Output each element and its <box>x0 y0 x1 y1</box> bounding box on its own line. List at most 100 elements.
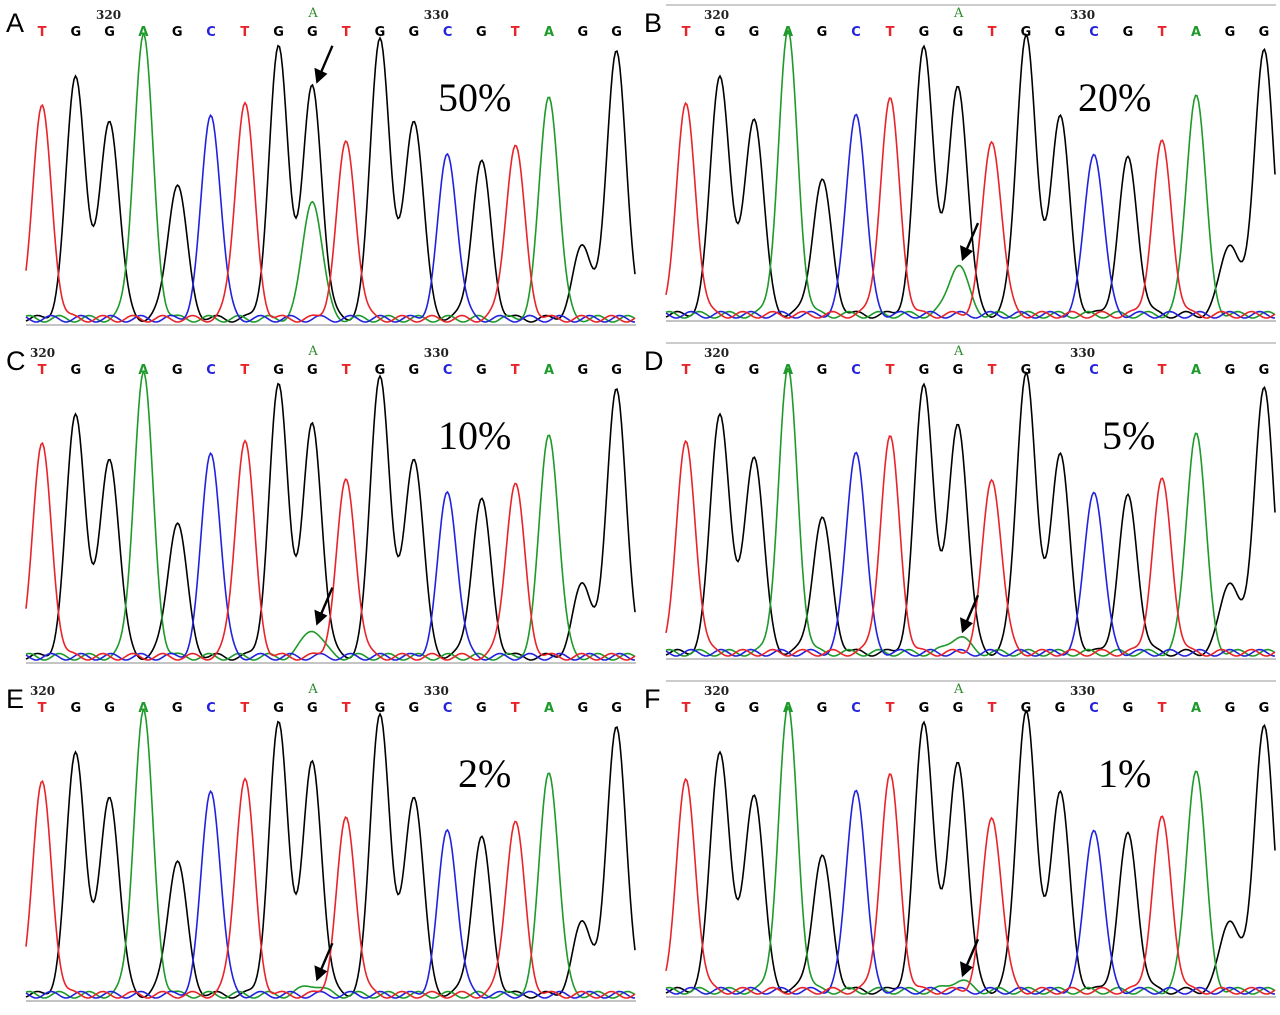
base-call: G <box>1258 25 1270 40</box>
base-call: T <box>681 25 691 40</box>
base-call: T <box>341 363 351 378</box>
trace-a <box>25 371 636 661</box>
base-call: G <box>816 701 828 716</box>
base-call: C <box>851 25 861 40</box>
base-call: A <box>1190 701 1202 716</box>
base-call: G <box>476 363 487 378</box>
panel-b: B 20% T G G A G C T G G T G G C G T A G G 320 330 A <box>640 0 1280 338</box>
trace-t <box>25 439 636 661</box>
base-call: G <box>611 363 622 378</box>
base-call: T <box>341 25 351 40</box>
base-call: A <box>782 701 794 716</box>
base-call: C <box>442 701 453 716</box>
base-call: T <box>240 701 250 716</box>
base-call: G <box>816 363 828 378</box>
panel-d: D 5% T G G A G C T G G T G G C G T A G G 320 330 A <box>640 338 1280 676</box>
trace-c <box>665 789 1276 995</box>
base-call: G <box>273 363 284 378</box>
chromatogram-trace <box>25 371 636 664</box>
base-call: C <box>206 363 216 378</box>
base-call: T <box>240 363 250 378</box>
mutant-base-label: A <box>308 6 318 21</box>
base-call: T <box>987 363 997 378</box>
base-call: G <box>611 25 622 40</box>
base-call: T <box>510 701 520 716</box>
position-label: 330 <box>423 684 449 698</box>
base-call: G <box>952 363 964 378</box>
base-call: G <box>104 25 115 40</box>
base-call: G <box>1122 25 1134 40</box>
panel-letter: E <box>6 684 25 714</box>
base-call: C <box>442 363 453 378</box>
arrow-icon <box>319 45 334 75</box>
base-call: G <box>1054 25 1066 40</box>
mutant-base-label: A <box>308 344 318 359</box>
position-label: 330 <box>423 346 449 360</box>
base-call: A <box>543 363 555 378</box>
base-call: G <box>374 25 386 40</box>
arrow-icon <box>319 587 334 617</box>
trace-t <box>665 435 1276 657</box>
position-label: 330 <box>423 8 449 22</box>
base-call: C <box>1089 701 1099 716</box>
chromatogram-trace <box>665 680 1276 998</box>
trace-a <box>25 33 636 323</box>
base-call: G <box>307 363 318 378</box>
position-label: 320 <box>30 684 56 698</box>
base-call: C <box>442 25 453 40</box>
base-call: G <box>1224 701 1236 716</box>
allele-percentage: 10% <box>438 413 512 458</box>
base-call: G <box>1122 363 1134 378</box>
base-call: G <box>408 25 420 40</box>
trace-t <box>665 97 1276 319</box>
arrow-icon <box>964 594 980 624</box>
base-call: A <box>138 701 149 716</box>
arrowhead-icon <box>960 245 973 262</box>
trace-c <box>665 451 1276 657</box>
trace-t <box>665 773 1276 995</box>
chromatogram-trace <box>665 4 1276 322</box>
position-label: 330 <box>1070 684 1096 698</box>
base-call: G <box>918 701 930 716</box>
base-call: A <box>1190 363 1202 378</box>
chromatogram-trace <box>665 342 1276 660</box>
base-call: G <box>577 25 589 40</box>
base-call: G <box>1054 363 1066 378</box>
base-call: G <box>918 363 930 378</box>
base-call: A <box>543 25 555 40</box>
arrowhead-icon <box>314 67 328 84</box>
base-call: G <box>1054 701 1066 716</box>
base-call: T <box>987 25 997 40</box>
arrowhead-icon <box>314 965 328 982</box>
base-call: G <box>714 25 726 40</box>
base-call: G <box>104 701 115 716</box>
allele-percentage: 20% <box>1078 75 1152 120</box>
base-call: T <box>1157 25 1167 40</box>
base-call: G <box>1224 363 1236 378</box>
allele-percentage: 5% <box>1102 413 1156 458</box>
base-call: T <box>885 25 895 40</box>
panel-letter: F <box>644 684 661 714</box>
base-call: G <box>171 701 183 716</box>
base-call: G <box>70 701 82 716</box>
arrow-icon <box>964 222 980 252</box>
base-call: A <box>1190 25 1202 40</box>
base-call: T <box>987 701 997 716</box>
allele-percentage: 2% <box>458 751 512 796</box>
base-call: T <box>510 363 520 378</box>
base-call: T <box>510 25 520 40</box>
base-call: C <box>851 363 861 378</box>
base-call: A <box>138 363 149 378</box>
trace-a <box>25 709 636 999</box>
panel-letter: D <box>644 346 664 376</box>
base-call: G <box>714 363 726 378</box>
base-call: G <box>748 363 760 378</box>
mutant-base-label: A <box>954 344 964 359</box>
base-call: T <box>1157 363 1167 378</box>
base-call: G <box>952 25 964 40</box>
trace-g <box>665 709 1276 995</box>
panel-e: E 2% T G G A G C T G G T G G C G T A G G 320 330 A <box>0 676 640 1014</box>
base-call: G <box>171 25 183 40</box>
base-call: G <box>374 701 386 716</box>
base-call: T <box>37 701 47 716</box>
